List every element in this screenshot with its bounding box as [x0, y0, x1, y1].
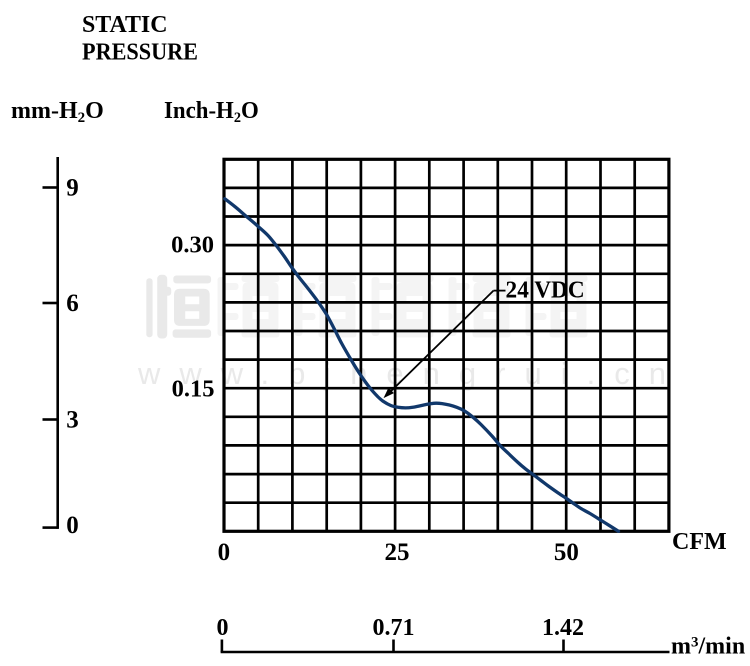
svg-text:CFM: CFM — [672, 529, 727, 555]
svg-text:PRESSURE: PRESSURE — [82, 40, 198, 66]
svg-text:3: 3 — [66, 406, 79, 433]
svg-text:0.15: 0.15 — [172, 375, 215, 402]
svg-text:0: 0 — [217, 615, 229, 641]
svg-text:9: 9 — [66, 175, 79, 202]
svg-text:Inch-H2O: Inch-H2O — [164, 98, 259, 127]
svg-text:0: 0 — [218, 539, 231, 566]
svg-text:50: 50 — [554, 539, 579, 566]
svg-text:www.bjhengrui.cn: www.bjhengrui.cn — [137, 356, 685, 391]
svg-text:m3/min: m3/min — [671, 634, 745, 660]
svg-text:1.42: 1.42 — [542, 615, 584, 641]
svg-text:mm-H2O: mm-H2O — [11, 98, 104, 126]
svg-text:0.71: 0.71 — [373, 615, 415, 641]
svg-text:6: 6 — [66, 290, 79, 317]
svg-text:25: 25 — [385, 539, 410, 566]
svg-text:0.30: 0.30 — [171, 232, 214, 259]
svg-text:STATIC: STATIC — [82, 12, 168, 38]
svg-text:24 VDC: 24 VDC — [506, 277, 585, 303]
svg-text:0: 0 — [66, 512, 79, 539]
